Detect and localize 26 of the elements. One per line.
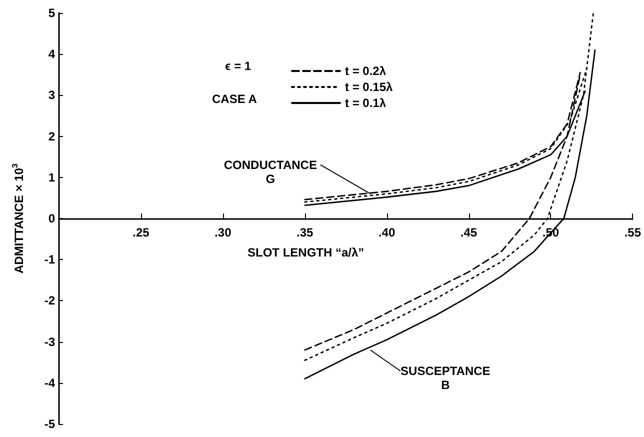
x-tick-label: .55 [624, 226, 642, 240]
y-tick-label: -1 [44, 252, 56, 267]
legend-label: t = 0.2λ [345, 64, 386, 78]
y-tick-label: 1 [48, 170, 56, 184]
y-tick-label: 3 [48, 88, 56, 102]
x-axis-title: SLOT LENGTH “a/λ” [247, 246, 364, 260]
x-tick-label: .40 [378, 226, 396, 240]
annotation: CASE A [212, 92, 258, 106]
y-tick-label: 2 [48, 129, 56, 144]
x-tick-label: .45 [460, 226, 478, 240]
y-tick-label: 5 [48, 6, 56, 20]
legend-label: t = 0.1λ [345, 96, 386, 110]
y-axis-title: ADMITTANCE × 103 [10, 163, 26, 274]
annotation: SUSCEPTANCE B [400, 364, 490, 392]
y-tick-label: -4 [44, 376, 56, 390]
annotation: CONDUCTANCE G [224, 158, 317, 186]
x-tick-label: .30 [214, 226, 232, 240]
y-tick-label: 4 [48, 47, 56, 62]
x-tick-label: .35 [296, 226, 314, 240]
y-tick-label: -2 [44, 294, 56, 308]
y-tick-label: -5 [44, 417, 56, 431]
legend-label: t = 0.15λ [345, 80, 394, 94]
annotation: ϵ = 1 [225, 59, 252, 73]
x-tick-label: .25 [132, 226, 150, 240]
y-tick-label: -3 [44, 334, 56, 349]
y-tick-label: 0 [48, 212, 56, 226]
